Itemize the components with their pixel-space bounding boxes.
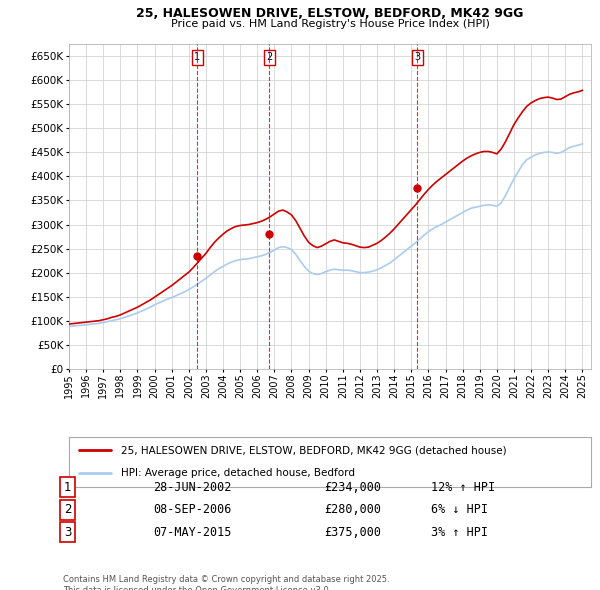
Text: 1: 1 [194,53,200,62]
Text: 28-JUN-2002: 28-JUN-2002 [153,481,232,494]
Text: 08-SEP-2006: 08-SEP-2006 [153,503,232,516]
Text: £234,000: £234,000 [324,481,381,494]
Text: 3: 3 [64,526,71,539]
Text: 3: 3 [414,53,421,62]
Text: HPI: Average price, detached house, Bedford: HPI: Average price, detached house, Bedf… [121,468,355,478]
Text: £375,000: £375,000 [324,526,381,539]
Text: £280,000: £280,000 [324,503,381,516]
Text: 2: 2 [64,503,71,516]
Text: 1: 1 [64,481,71,494]
Text: Price paid vs. HM Land Registry's House Price Index (HPI): Price paid vs. HM Land Registry's House … [170,19,490,29]
Text: Contains HM Land Registry data © Crown copyright and database right 2025.
This d: Contains HM Land Registry data © Crown c… [63,575,389,590]
Text: 25, HALESOWEN DRIVE, ELSTOW, BEDFORD, MK42 9GG (detached house): 25, HALESOWEN DRIVE, ELSTOW, BEDFORD, MK… [121,445,507,455]
Text: 07-MAY-2015: 07-MAY-2015 [153,526,232,539]
Text: 2: 2 [266,53,272,62]
Text: 25, HALESOWEN DRIVE, ELSTOW, BEDFORD, MK42 9GG: 25, HALESOWEN DRIVE, ELSTOW, BEDFORD, MK… [136,7,524,20]
Text: 12% ↑ HPI: 12% ↑ HPI [431,481,495,494]
Text: 6% ↓ HPI: 6% ↓ HPI [431,503,488,516]
Text: 3% ↑ HPI: 3% ↑ HPI [431,526,488,539]
